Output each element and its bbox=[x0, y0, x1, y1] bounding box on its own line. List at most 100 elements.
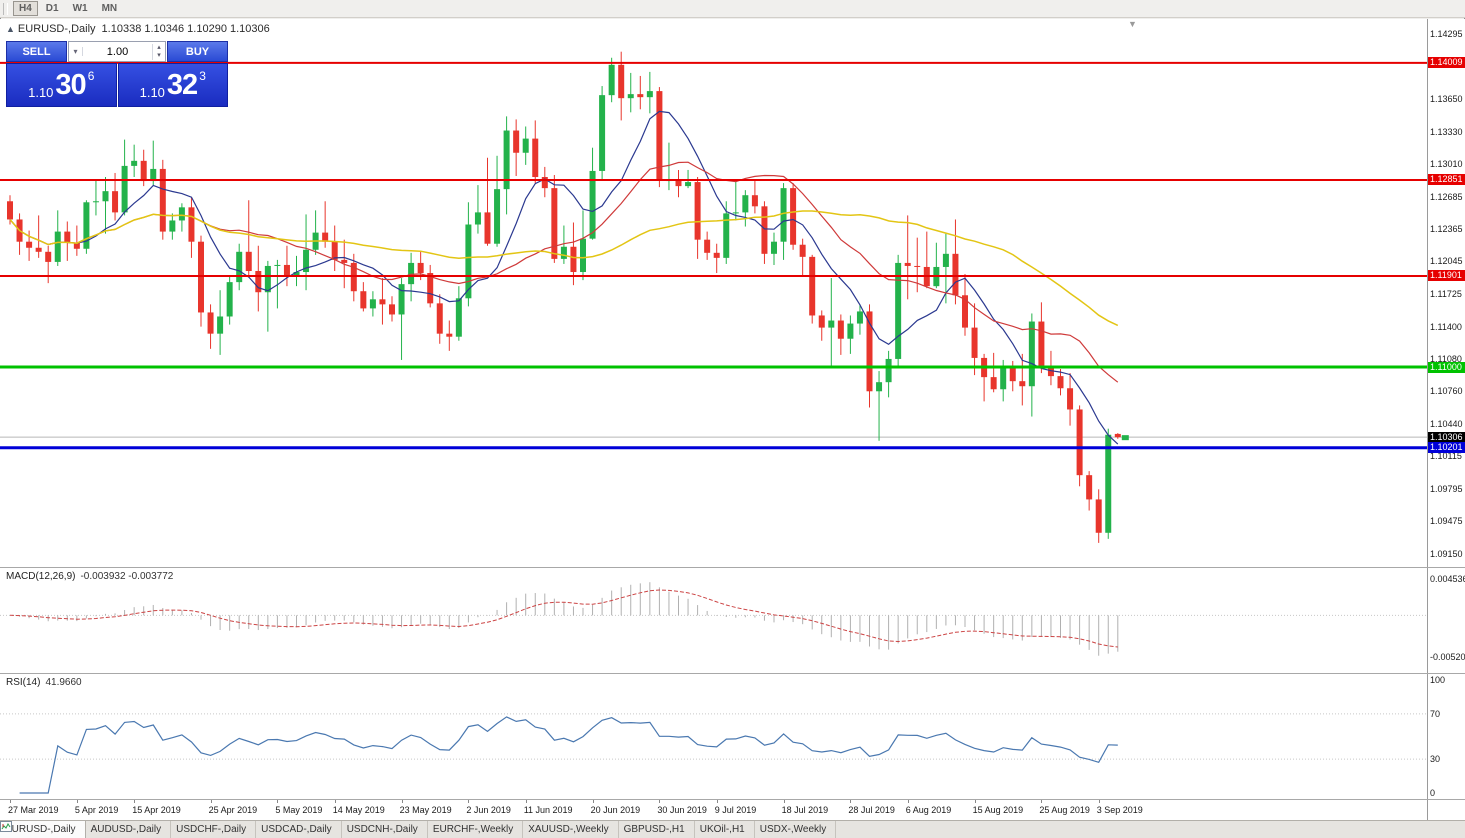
price-axis-tick: 1.13010 bbox=[1430, 158, 1463, 169]
date-tick-mark bbox=[1098, 800, 1100, 803]
panel-divider[interactable] bbox=[0, 673, 1465, 674]
chart-tab-icon bbox=[0, 821, 12, 832]
date-label: 25 Aug 2019 bbox=[1039, 805, 1090, 815]
date-label: 18 Jul 2019 bbox=[781, 805, 829, 815]
date-tick-mark bbox=[334, 800, 336, 803]
bid-price-big: 30 bbox=[55, 68, 86, 101]
sell-button[interactable]: SELL bbox=[6, 41, 67, 62]
volume-value: 1.00 bbox=[106, 45, 129, 58]
toolbar-grip[interactable] bbox=[3, 2, 8, 15]
date-label: 30 Jun 2019 bbox=[657, 805, 707, 815]
price-axis-tick: 1.11400 bbox=[1430, 321, 1462, 332]
price-level-tag: 1.11901 bbox=[1428, 270, 1465, 282]
chart-tab-usdx[interactable]: USDX-,Weekly bbox=[0, 821, 837, 838]
date-tick-mark bbox=[468, 800, 470, 803]
date-tick-mark bbox=[716, 800, 718, 803]
date-tick-mark bbox=[592, 800, 594, 803]
spinner-up-icon[interactable]: ▴ bbox=[157, 43, 161, 51]
one-click-collapse-icon[interactable]: ▲ bbox=[6, 24, 15, 34]
date-label: 3 Sep 2019 bbox=[1096, 805, 1143, 815]
timeframe-button-mn[interactable]: MN bbox=[96, 1, 124, 16]
chart-tab-eurusd[interactable]: EURUSD-,Daily bbox=[0, 821, 86, 838]
macd-axis-tick: 0.004536 bbox=[1430, 574, 1465, 584]
chart-tab-usdcnh[interactable]: USDCNH-,Daily bbox=[0, 821, 428, 838]
ask-price-big: 32 bbox=[166, 68, 198, 101]
date-tick-mark bbox=[659, 800, 661, 803]
timeframe-buttons: H4 D1 W1 MN bbox=[13, 1, 123, 16]
date-tick-mark bbox=[783, 800, 785, 803]
date-tick-mark bbox=[850, 800, 852, 803]
timeframe-toolbar: H4 D1 W1 MN bbox=[0, 0, 1465, 18]
chart-window: ▼ ▲ EURUSD-,Daily 1.10338 1.10346 1.10290 … bbox=[0, 19, 1465, 820]
price-axis-tick: 1.09475 bbox=[1430, 516, 1463, 527]
date-tick-mark bbox=[76, 800, 78, 803]
chart-tab-usdchf[interactable]: USDCHF-,Daily bbox=[0, 821, 257, 838]
panel-divider[interactable] bbox=[0, 567, 1465, 568]
panel-divider[interactable] bbox=[0, 799, 1465, 800]
price-axis-tick: 1.12685 bbox=[1430, 191, 1463, 202]
macd-panel[interactable]: MACD(12,26,9) -0.003932 -0.003772 bbox=[0, 568, 1427, 673]
price-chart-panel[interactable]: ▼ ▲ EURUSD-,Daily 1.10338 1.10346 1.10290 … bbox=[0, 19, 1427, 567]
timeframe-button-d1[interactable]: D1 bbox=[40, 1, 65, 16]
bid-price-prefix: 1.10 bbox=[28, 85, 54, 100]
date-label: 2 Jun 2019 bbox=[466, 805, 511, 815]
chart-tab-audusd[interactable]: AUDUSD-,Daily bbox=[0, 821, 172, 838]
price-axis-tick: 1.09795 bbox=[1430, 483, 1463, 494]
ask-price-box[interactable]: 1.10 32 3 bbox=[117, 63, 228, 107]
price-axis-tick: 1.12365 bbox=[1430, 224, 1463, 235]
rsi-axis-tick: 0 bbox=[1430, 788, 1436, 798]
chart-tab-label: USDCAD-,Daily bbox=[261, 824, 332, 835]
chart-tab-ukoil[interactable]: UKOil-,H1 bbox=[0, 821, 755, 838]
rsi-axis-tick: 100 bbox=[1430, 675, 1446, 685]
timeframe-button-w1[interactable]: W1 bbox=[67, 1, 94, 16]
chart-tab-label: USDX-,Weekly bbox=[759, 824, 827, 835]
date-label: 6 Aug 2019 bbox=[905, 805, 952, 815]
volume-dropdown-icon[interactable]: ▾ bbox=[69, 47, 83, 56]
chart-tab-label: GBPUSD-,H1 bbox=[623, 824, 685, 835]
rsi-axis-tick: 30 bbox=[1430, 754, 1441, 765]
price-axis-tick: 1.10115 bbox=[1430, 451, 1462, 462]
price-axis-separator bbox=[1427, 19, 1428, 820]
time-axis[interactable]: 27 Mar 2019 5 Apr 2019 15 Apr 2019 25 Apr 2… bbox=[0, 800, 1427, 820]
spinner-down-icon[interactable]: ▾ bbox=[157, 51, 161, 59]
date-tick-mark bbox=[974, 800, 976, 803]
price-axis-tick: 1.09150 bbox=[1430, 549, 1463, 559]
macd-axis-tick: -0.005205 bbox=[1430, 652, 1465, 662]
ask-price-prefix: 1.10 bbox=[139, 85, 165, 100]
rsi-value: 41.9660 bbox=[45, 677, 82, 688]
chart-tab-gbpusd[interactable]: GBPUSD-,H1 bbox=[0, 821, 695, 838]
macd-values: -0.003932 -0.003772 bbox=[80, 571, 174, 582]
date-tick-mark bbox=[277, 800, 279, 803]
price-axis-tick: 1.11080 bbox=[1430, 353, 1462, 364]
candlestick-chart[interactable] bbox=[0, 19, 1427, 567]
date-label: 25 Apr 2019 bbox=[208, 805, 258, 815]
volume-spinner[interactable]: ▴ ▾ bbox=[152, 43, 165, 60]
price-axis[interactable]: 1.14295 1.13650 1.13330 1.13010 1.12685 1.123… bbox=[1428, 19, 1465, 820]
bid-price-box[interactable]: 1.10 30 6 bbox=[6, 63, 117, 107]
chart-tab-label: XAUUSD-,Weekly bbox=[528, 824, 609, 835]
chart-tab-eurchf[interactable]: EURCHF-,Weekly bbox=[0, 821, 524, 838]
volume-field[interactable]: ▾ 1.00 ▴ ▾ bbox=[68, 41, 166, 62]
price-axis-tick: 1.11725 bbox=[1430, 288, 1462, 299]
rsi-label: RSI(14) 41.9660 bbox=[6, 677, 82, 688]
date-tick-mark bbox=[907, 800, 909, 803]
date-tick-mark bbox=[1041, 800, 1043, 803]
bid-price-pipette: 6 bbox=[87, 69, 95, 83]
date-tick-mark bbox=[525, 800, 527, 803]
chart-tab-label: USDCNH-,Daily bbox=[346, 824, 418, 835]
date-label: 5 Apr 2019 bbox=[74, 805, 119, 815]
rsi-panel[interactable]: RSI(14) 41.9660 bbox=[0, 674, 1427, 799]
symbol-label: EURUSD-,Daily bbox=[17, 23, 96, 35]
date-label: 27 Mar 2019 bbox=[8, 805, 59, 815]
chart-tab-xauusd[interactable]: XAUUSD-,Weekly bbox=[0, 821, 619, 838]
one-click-trading-panel: SELL ▾ 1.00 ▴ ▾ BUY 1.10 30 6 1.10 32 3 bbox=[6, 41, 228, 107]
chart-tab-usdcad[interactable]: USDCAD-,Daily bbox=[0, 821, 342, 838]
chart-tab-label: EURUSD-,Daily bbox=[5, 824, 76, 835]
date-label: 15 Apr 2019 bbox=[132, 805, 181, 815]
price-axis-tick: 1.10440 bbox=[1430, 418, 1463, 429]
date-label: 23 May 2019 bbox=[399, 805, 452, 815]
buy-button[interactable]: BUY bbox=[167, 41, 228, 62]
timeframe-button-h4[interactable]: H4 bbox=[13, 1, 38, 16]
price-axis-tick: 1.10760 bbox=[1430, 386, 1463, 397]
